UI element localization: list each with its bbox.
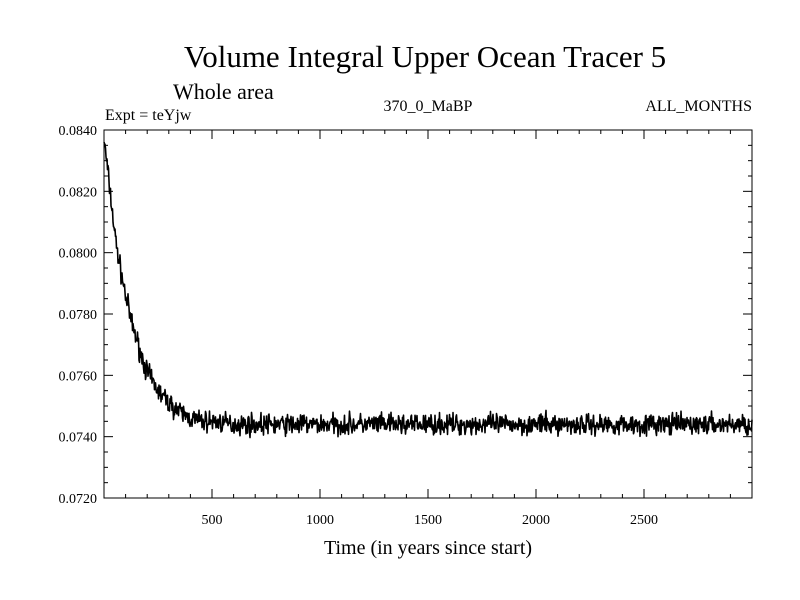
- x-tick-label: 2500: [630, 513, 658, 528]
- y-tick-label: 0.0760: [59, 369, 98, 384]
- expt-label: Expt = teYjw: [105, 107, 192, 124]
- series-group: [103, 141, 753, 439]
- y-tick-label: 0.0820: [59, 185, 98, 200]
- y-tick-label: 0.0840: [59, 124, 98, 139]
- x-axis: 500 1000 1500 2000 2500: [125, 130, 731, 528]
- y-tick-label: 0.0780: [59, 308, 98, 323]
- plot-frame: [103, 129, 753, 499]
- y-axis: 0.0720 0.0740 0.0760 0.0780 0.0800 0.0820 0.08…: [59, 124, 752, 507]
- months-label: ALL_MONTHS: [645, 98, 752, 115]
- chart-subtitle: Whole area: [173, 79, 274, 104]
- x-tick-label: 2000: [522, 513, 550, 528]
- y-tick-label: 0.0740: [59, 431, 98, 446]
- x-tick-label: 1500: [414, 513, 442, 528]
- chart-title: Volume Integral Upper Ocean Tracer 5: [184, 39, 666, 74]
- plot-area: [103, 129, 753, 499]
- series-line: [103, 141, 753, 439]
- x-tick-label: 1000: [306, 513, 334, 528]
- period-label: 370_0_MaBP: [384, 98, 473, 115]
- y-tick-label: 0.0800: [59, 247, 98, 262]
- x-tick-label: 500: [202, 513, 223, 528]
- x-axis-label: Time (in years since start): [324, 537, 532, 559]
- y-tick-label: 0.0720: [59, 492, 98, 507]
